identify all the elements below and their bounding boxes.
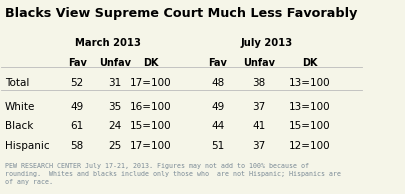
Text: 15=100: 15=100 bbox=[130, 121, 172, 131]
Text: 13=100: 13=100 bbox=[289, 78, 330, 88]
Text: 35: 35 bbox=[109, 102, 122, 112]
Text: 17=100: 17=100 bbox=[130, 141, 172, 151]
Text: 38: 38 bbox=[253, 78, 266, 88]
Text: 17=100: 17=100 bbox=[130, 78, 172, 88]
Text: Fav: Fav bbox=[208, 58, 227, 68]
Text: March 2013: March 2013 bbox=[75, 38, 141, 48]
Text: Hispanic: Hispanic bbox=[5, 141, 50, 151]
Text: 61: 61 bbox=[70, 121, 84, 131]
Text: 15=100: 15=100 bbox=[289, 121, 330, 131]
Text: 48: 48 bbox=[211, 78, 224, 88]
Text: Unfav: Unfav bbox=[243, 58, 275, 68]
Text: 13=100: 13=100 bbox=[289, 102, 330, 112]
Text: Unfav: Unfav bbox=[99, 58, 131, 68]
Text: 24: 24 bbox=[109, 121, 122, 131]
Text: 49: 49 bbox=[70, 102, 84, 112]
Text: DK: DK bbox=[143, 58, 159, 68]
Text: 37: 37 bbox=[253, 141, 266, 151]
Text: 37: 37 bbox=[253, 102, 266, 112]
Text: Total: Total bbox=[5, 78, 30, 88]
Text: 44: 44 bbox=[211, 121, 224, 131]
Text: 16=100: 16=100 bbox=[130, 102, 172, 112]
Text: 12=100: 12=100 bbox=[289, 141, 330, 151]
Text: July 2013: July 2013 bbox=[240, 38, 292, 48]
Text: 51: 51 bbox=[211, 141, 224, 151]
Text: 41: 41 bbox=[253, 121, 266, 131]
Text: 25: 25 bbox=[109, 141, 122, 151]
Text: PEW RESEARCH CENTER July 17-21, 2013. Figures may not add to 100% because of
rou: PEW RESEARCH CENTER July 17-21, 2013. Fi… bbox=[5, 163, 341, 185]
Text: 49: 49 bbox=[211, 102, 224, 112]
Text: Blacks View Supreme Court Much Less Favorably: Blacks View Supreme Court Much Less Favo… bbox=[5, 7, 357, 20]
Text: Black: Black bbox=[5, 121, 33, 131]
Text: 52: 52 bbox=[70, 78, 84, 88]
Text: DK: DK bbox=[302, 58, 318, 68]
Text: 58: 58 bbox=[70, 141, 84, 151]
Text: Fav: Fav bbox=[68, 58, 87, 68]
Text: 31: 31 bbox=[109, 78, 122, 88]
Text: White: White bbox=[5, 102, 35, 112]
